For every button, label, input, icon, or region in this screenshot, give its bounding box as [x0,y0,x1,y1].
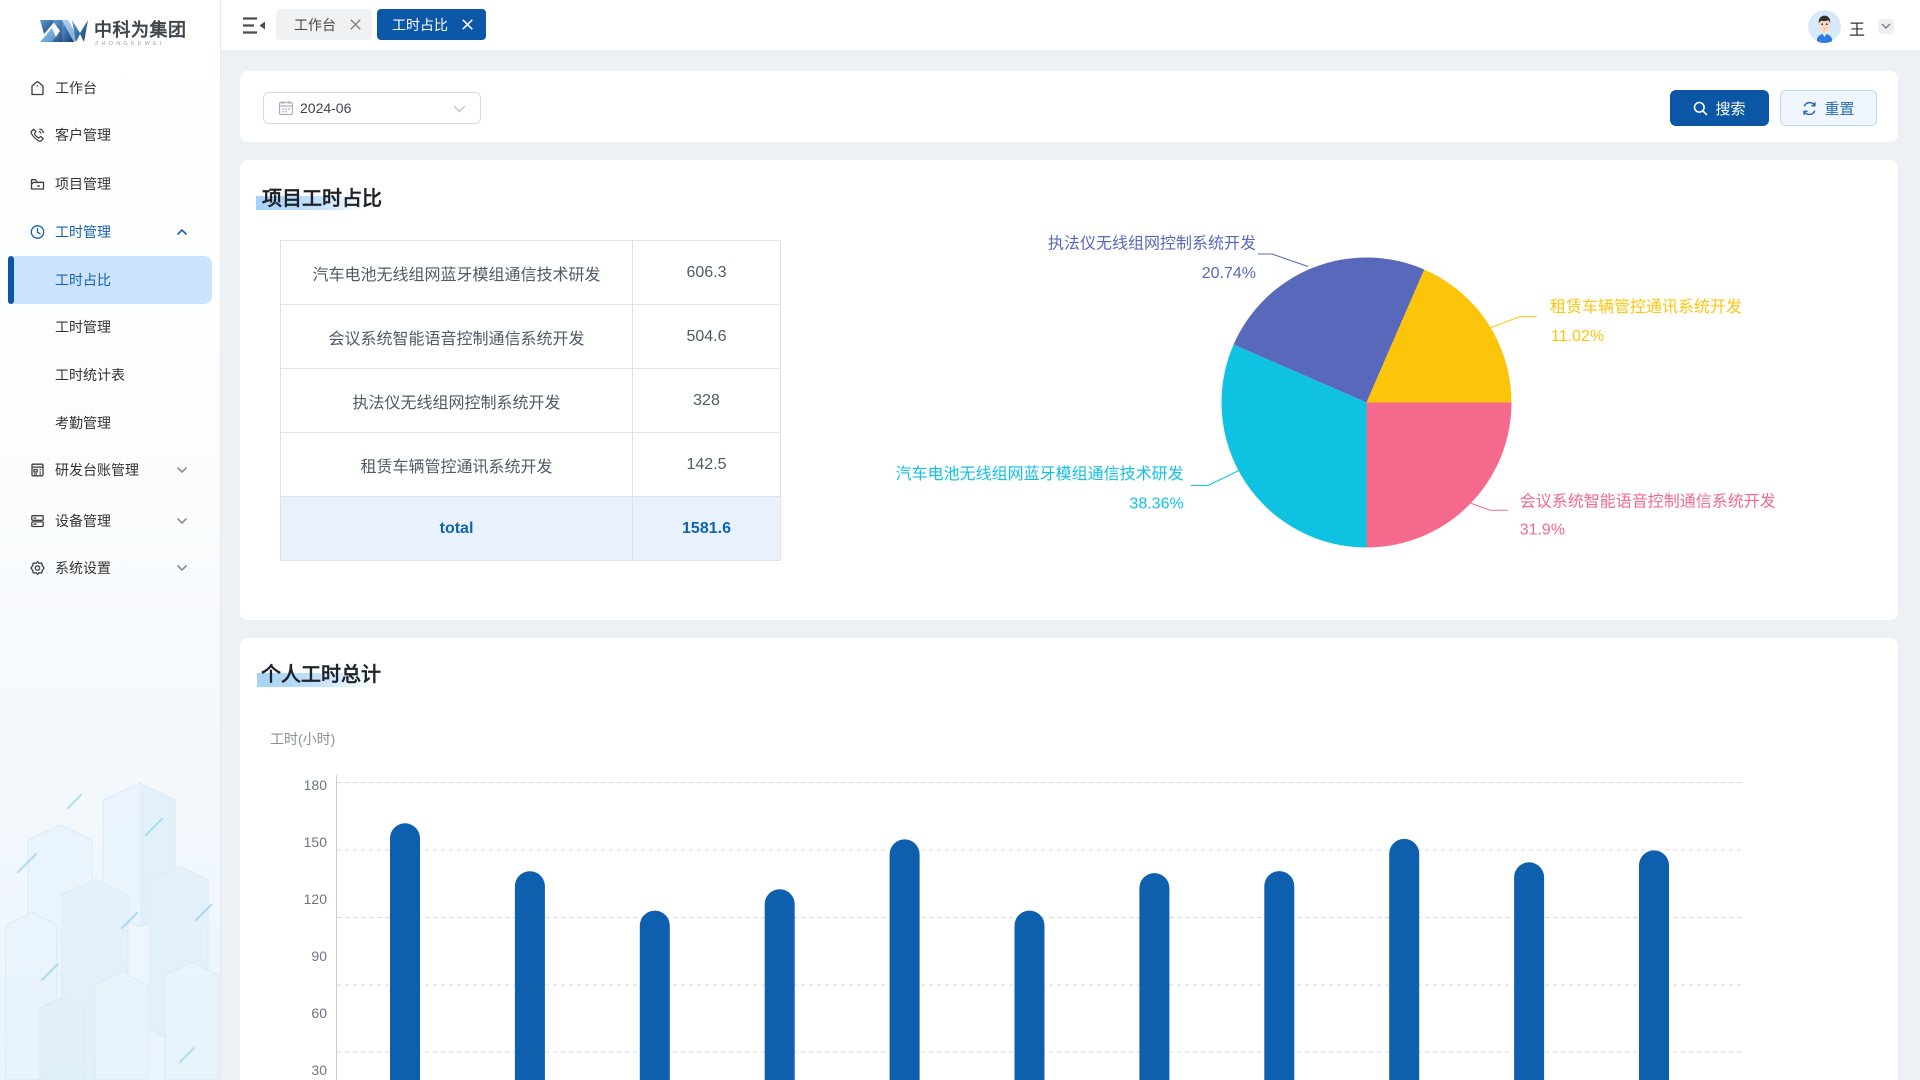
svg-text:中科为集团: 中科为集团 [94,19,187,40]
svg-text:ZHONGKEWEI: ZHONGKEWEI [95,41,165,47]
